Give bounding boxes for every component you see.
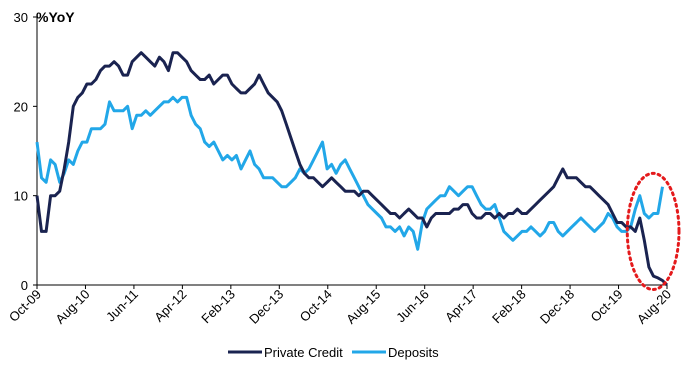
legend: Private Credit Deposits <box>228 345 439 360</box>
x-tick-label: Apr-12 <box>151 287 189 325</box>
y-tick-label: 0 <box>21 278 28 293</box>
x-tick-label: Apr-17 <box>442 287 480 325</box>
x-tick-label: Oct-14 <box>297 287 335 325</box>
unit-label: %YoY <box>36 9 75 25</box>
x-tick-label: Feb-13 <box>198 287 238 327</box>
legend-label-deposits: Deposits <box>388 345 439 360</box>
y-tick-label: 10 <box>14 189 28 204</box>
y-tick-label: 20 <box>14 99 28 114</box>
x-tick-label: Dec-18 <box>537 287 577 327</box>
x-tick-label: Jun-16 <box>393 287 432 326</box>
x-tick-label: Dec-13 <box>246 287 286 327</box>
legend-label-private-credit: Private Credit <box>264 345 343 360</box>
x-tick-label: Aug-15 <box>343 287 383 327</box>
x-tick-label: Oct-19 <box>587 287 625 325</box>
series-line-deposits <box>35 95 664 251</box>
x-axis-ticks: Oct-09 Aug-10 Jun-11 Apr-12 Feb-13 Dec-13 Oct-… <box>6 285 674 327</box>
highlight-ellipse <box>625 171 681 291</box>
x-tick-label: Aug-20 <box>634 287 674 327</box>
y-axis-ticks: 0 10 20 30 <box>14 10 37 293</box>
y-tick-label: 30 <box>14 10 28 25</box>
x-tick-label: Feb-18 <box>489 287 529 327</box>
series-line-private-credit <box>35 51 669 287</box>
x-tick-label: Aug-10 <box>52 287 92 327</box>
x-tick-label: Jun-11 <box>103 287 141 325</box>
series-lines <box>35 51 669 287</box>
